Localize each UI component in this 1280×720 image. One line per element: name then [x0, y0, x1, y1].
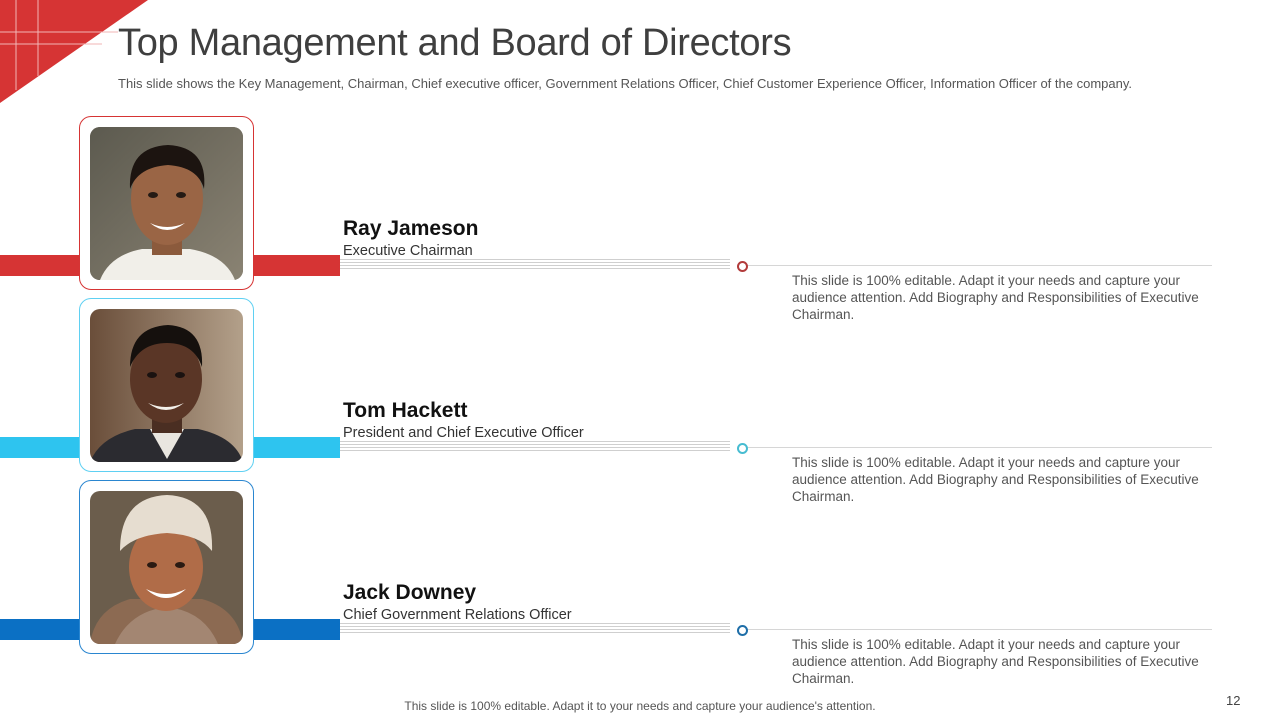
connector-dot — [737, 443, 748, 454]
person-role: Chief Government Relations Officer — [343, 607, 572, 623]
connector-dot — [737, 625, 748, 636]
person-card-1: Ray Jameson Executive Chairman This slid… — [0, 116, 1280, 322]
photo-frame — [79, 480, 254, 654]
footer-text: This slide is 100% editable. Adapt it to… — [404, 699, 876, 713]
photo-frame — [79, 298, 254, 472]
person-card-3: Jack Downey Chief Government Relations O… — [0, 480, 1280, 686]
photo-frame — [79, 116, 254, 290]
person-bio: This slide is 100% editable. Adapt it yo… — [792, 455, 1199, 504]
person-bio: This slide is 100% editable. Adapt it yo… — [792, 637, 1199, 686]
stripe-lines — [340, 259, 730, 273]
person-name: Ray Jameson — [343, 217, 479, 240]
connector-line — [748, 629, 1212, 630]
portrait-photo — [90, 309, 243, 462]
person-card-2: Tom Hackett President and Chief Executiv… — [0, 298, 1280, 504]
connector-line — [748, 265, 1212, 266]
page-number: 12 — [1226, 693, 1241, 708]
page-title: Top Management and Board of Directors — [118, 22, 792, 64]
corner-decoration — [0, 0, 148, 103]
person-name: Jack Downey — [343, 581, 477, 604]
connector-dot — [737, 261, 748, 272]
stripe-lines — [340, 623, 730, 637]
person-bio: This slide is 100% editable. Adapt it yo… — [792, 273, 1199, 322]
portrait-photo — [90, 491, 243, 644]
connector-line — [748, 447, 1212, 448]
portrait-photo — [90, 127, 243, 280]
footer-note: This slide is 100% editable. Adapt it to… — [0, 699, 1280, 713]
page-subtitle: This slide shows the Key Management, Cha… — [118, 76, 1132, 91]
person-role: Executive Chairman — [343, 243, 473, 259]
person-name: Tom Hackett — [343, 399, 468, 422]
person-role: President and Chief Executive Officer — [343, 425, 584, 441]
stripe-lines — [340, 441, 730, 455]
